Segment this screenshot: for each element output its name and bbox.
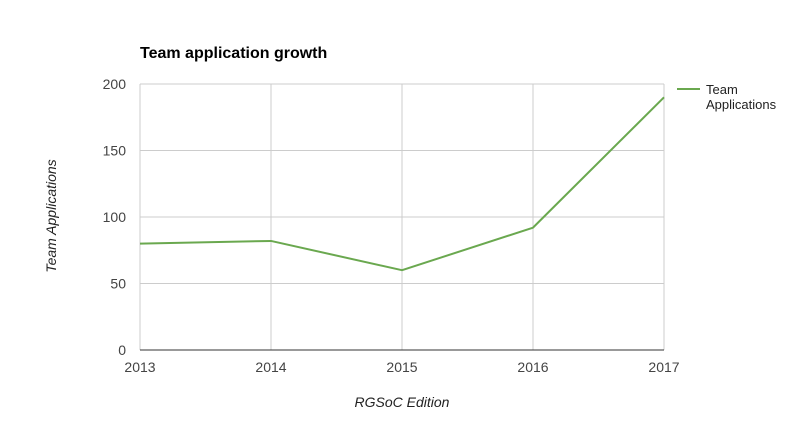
y-tick-label: 0	[118, 342, 126, 358]
x-tick-labels: 2013 2014 2015 2016 2017	[124, 359, 679, 375]
y-tick-label: 200	[103, 76, 127, 92]
x-axis-label: RGSoC Edition	[355, 394, 450, 410]
x-tick-label: 2014	[255, 359, 286, 375]
y-tick-labels: 0 50 100 150 200	[103, 76, 127, 358]
x-tick-label: 2015	[386, 359, 417, 375]
x-tick-label: 2017	[648, 359, 679, 375]
legend-label: Team Applications	[706, 82, 777, 112]
x-tick-label: 2016	[517, 359, 548, 375]
chart-title: Team application growth	[140, 45, 327, 62]
legend: Team Applications	[677, 82, 777, 112]
series-line	[139, 96, 665, 272]
x-tick-label: 2013	[124, 359, 155, 375]
y-tick-label: 50	[110, 276, 126, 292]
y-tick-label: 100	[103, 209, 127, 225]
y-axis-label: Team Applications	[43, 159, 59, 272]
series-lines	[139, 96, 665, 272]
gridlines	[139, 83, 665, 351]
y-tick-label: 150	[103, 143, 127, 159]
